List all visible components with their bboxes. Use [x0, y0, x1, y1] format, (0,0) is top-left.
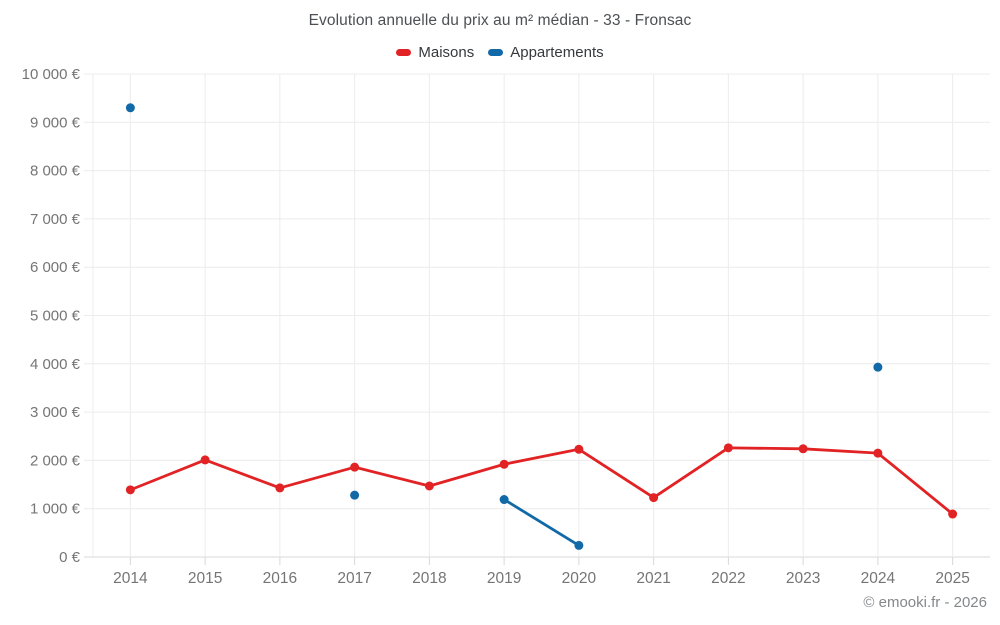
y-tick-label: 1 000 € — [30, 501, 81, 518]
series-line-maisons — [876, 451, 955, 516]
x-tick-label: 2022 — [711, 570, 745, 587]
legend-item-label: Maisons — [418, 44, 475, 61]
y-tick-label: 6 000 € — [30, 259, 81, 276]
data-point-maisons-2015[interactable] — [200, 455, 210, 465]
y-tick-label: 7 000 € — [30, 211, 81, 228]
x-tick-label: 2015 — [188, 570, 222, 587]
x-tick-label: 2024 — [861, 570, 896, 587]
x-tick-label: 2023 — [786, 570, 820, 587]
series-line-maisons — [502, 447, 581, 466]
watermark: © emooki.fr - 2026 — [863, 594, 987, 611]
data-point-appartements-2024[interactable] — [873, 362, 883, 372]
series-line-maisons — [278, 465, 357, 490]
data-point-appartements-2014[interactable] — [125, 103, 135, 113]
data-point-appartements-2019[interactable] — [499, 495, 509, 505]
x-tick-label: 2021 — [636, 570, 670, 587]
y-tick-label: 9 000 € — [30, 114, 81, 131]
series-line-maisons — [128, 458, 207, 492]
y-tick-label: 10 000 € — [22, 66, 81, 83]
x-tick-label: 2019 — [487, 570, 521, 587]
y-tick-label: 0 € — [59, 549, 81, 566]
data-point-maisons-2020[interactable] — [574, 444, 584, 454]
data-point-maisons-2017[interactable] — [350, 462, 360, 472]
data-point-maisons-2016[interactable] — [275, 483, 285, 493]
data-point-maisons-2025[interactable] — [948, 509, 958, 519]
data-point-appartements-2020[interactable] — [574, 540, 584, 550]
series-line-maisons — [203, 458, 282, 490]
legend-item-appartements[interactable]: Appartements — [488, 44, 604, 61]
y-tick-label: 3 000 € — [30, 404, 81, 421]
series-line-maisons — [353, 465, 431, 488]
data-point-appartements-2017[interactable] — [350, 490, 360, 500]
series-line-maisons — [427, 462, 506, 488]
x-tick-label: 2018 — [412, 570, 446, 587]
data-point-maisons-2023[interactable] — [798, 444, 808, 454]
chart-title: Evolution annuelle du prix au m² médian … — [308, 12, 692, 29]
data-point-maisons-2019[interactable] — [499, 459, 509, 469]
x-tick-label: 2014 — [113, 570, 148, 587]
data-point-maisons-2018[interactable] — [424, 481, 434, 491]
x-tick-label: 2020 — [562, 570, 597, 587]
data-point-maisons-2021[interactable] — [649, 493, 659, 503]
y-tick-label: 8 000 € — [30, 163, 81, 180]
series-line-maisons — [652, 446, 730, 499]
data-point-maisons-2022[interactable] — [723, 443, 733, 453]
legend-item-maisons[interactable]: Maisons — [396, 44, 474, 61]
series-line-maisons — [577, 447, 656, 499]
x-tick-label: 2016 — [263, 570, 297, 587]
data-point-maisons-2024[interactable] — [873, 448, 883, 458]
legend-item-label: Appartements — [510, 44, 604, 61]
series-line-appartements — [502, 498, 581, 547]
series-line-maisons — [801, 447, 880, 455]
x-tick-label: 2017 — [337, 570, 371, 587]
series-line-maisons — [726, 446, 805, 451]
chart-legend: Maisons Appartements — [0, 44, 1000, 61]
y-tick-label: 4 000 € — [30, 356, 81, 373]
x-tick-label: 2025 — [935, 570, 969, 587]
maisons-swatch-icon — [396, 49, 412, 56]
appartements-swatch-icon — [488, 49, 504, 56]
y-tick-label: 5 000 € — [30, 308, 81, 325]
data-point-maisons-2014[interactable] — [125, 485, 135, 495]
y-tick-label: 2 000 € — [30, 452, 81, 469]
